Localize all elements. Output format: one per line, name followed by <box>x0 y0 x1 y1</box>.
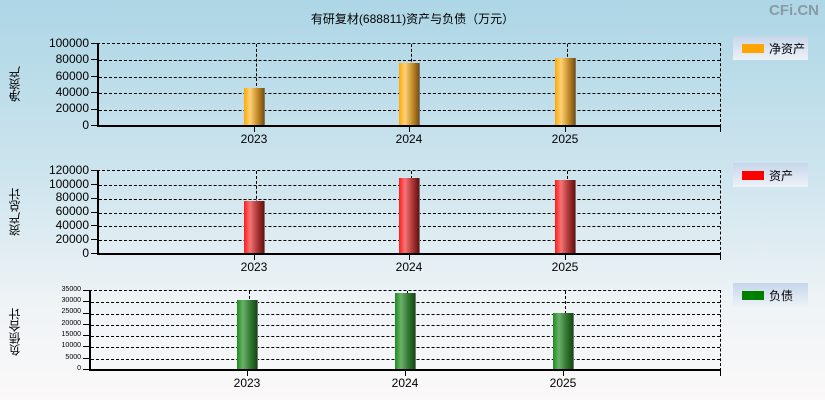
y-tick-label: 0 <box>77 364 81 372</box>
y-tick-mark <box>91 197 97 199</box>
legend-label: 负债 <box>769 288 794 303</box>
y-tick-mark <box>91 239 97 241</box>
y-tick-mark <box>83 346 89 348</box>
y-tick-label: 100000 <box>48 176 89 191</box>
legend-label: 净资产 <box>769 41 806 56</box>
y-tick-mark <box>91 92 97 94</box>
x-tick-label: 2024 <box>395 260 423 274</box>
y-tick-mark <box>91 108 97 110</box>
y-tick-label: 25000 <box>61 308 81 316</box>
x-tick-label: 2024 <box>391 376 419 390</box>
legend-swatch-green <box>742 290 764 300</box>
x-tick-mark <box>720 255 721 260</box>
bar-2025 <box>555 57 575 125</box>
y-tick-label: 40000 <box>55 218 89 233</box>
y-tick-mark <box>83 301 89 303</box>
x-tick-mark <box>254 255 255 260</box>
y-tick-label: 60000 <box>55 204 89 219</box>
y-tick-label: 0 <box>82 245 89 260</box>
y-tick-label: 30000 <box>61 297 81 305</box>
x-tick-mark <box>409 127 410 132</box>
y-tick-label: 35000 <box>61 285 81 293</box>
y-tick-label: 60000 <box>55 68 89 83</box>
legend-net-assets: 净资产 <box>733 36 808 60</box>
x-tick-label: 2023 <box>240 132 268 146</box>
y-tick-mark <box>91 211 97 213</box>
x-tick-mark <box>405 371 406 376</box>
y-axis-label-total-assets: 资产总计 <box>8 188 22 236</box>
y-tick-label: 20000 <box>55 231 89 246</box>
legend-swatch-red <box>742 170 764 180</box>
y-tick-label: 80000 <box>55 190 89 205</box>
x-tick-label: 2024 <box>395 132 423 146</box>
y-tick-mark <box>91 183 97 185</box>
legend-assets: 资产 <box>733 163 808 187</box>
bar-2025 <box>553 312 573 369</box>
y-tick-label: 15000 <box>61 330 81 338</box>
legend-swatch-orange <box>742 43 764 53</box>
y-tick-label: 80000 <box>55 52 89 67</box>
y-tick-label: 10000 <box>61 342 81 350</box>
y-tick-label: 20000 <box>61 319 81 327</box>
y-tick-label: 20000 <box>55 101 89 116</box>
y-tick-label: 40000 <box>55 85 89 99</box>
bar-2024 <box>399 177 419 253</box>
x-tick-mark <box>563 371 564 376</box>
x-tick-label: 2023 <box>240 260 268 274</box>
y-tick-mark <box>91 43 97 44</box>
legend-label: 资产 <box>769 168 794 183</box>
y-tick-label: 120000 <box>48 162 89 177</box>
y-tick-mark <box>83 335 89 337</box>
gridline-vertical <box>256 44 257 125</box>
bar-2023 <box>237 299 257 369</box>
y-tick-label: 100000 <box>48 35 89 50</box>
x-tick-label: 2025 <box>551 260 579 274</box>
y-tick-mark <box>91 170 97 171</box>
bar-2024 <box>395 292 415 369</box>
y-tick-mark <box>83 369 89 370</box>
x-tick-mark <box>565 255 566 260</box>
y-tick-mark <box>91 75 97 77</box>
x-tick-label: 2023 <box>233 376 261 390</box>
y-tick-mark <box>83 290 89 291</box>
watermark-logo: CFi.CN <box>769 2 819 19</box>
y-tick-mark <box>91 225 97 227</box>
y-tick-mark <box>83 312 89 314</box>
y-tick-mark <box>91 125 97 126</box>
bar-2024 <box>399 62 419 125</box>
gridline <box>99 60 720 62</box>
x-tick-mark <box>720 371 721 376</box>
y-tick-label: 5000 <box>65 353 81 361</box>
x-tick-mark <box>720 127 721 132</box>
y-tick-mark <box>83 323 89 325</box>
y-tick-mark <box>83 357 89 359</box>
y-tick-label: 0 <box>82 117 89 132</box>
x-tick-mark <box>565 127 566 132</box>
legend-liabilities: 负债 <box>733 283 808 307</box>
bar-2023 <box>244 200 264 253</box>
chart-title: 有研复材(688811)资产与负债（万元） <box>310 12 515 26</box>
x-tick-mark <box>409 255 410 260</box>
bar-2025 <box>555 179 575 253</box>
x-tick-label: 2025 <box>551 132 579 146</box>
y-axis-label-net-assets: 净资产 <box>8 66 22 102</box>
y-tick-mark <box>91 59 97 61</box>
x-tick-mark <box>247 371 248 376</box>
x-tick-mark <box>254 127 255 132</box>
y-tick-mark <box>91 253 97 254</box>
x-tick-label: 2025 <box>549 376 577 390</box>
bar-2023 <box>244 88 264 125</box>
